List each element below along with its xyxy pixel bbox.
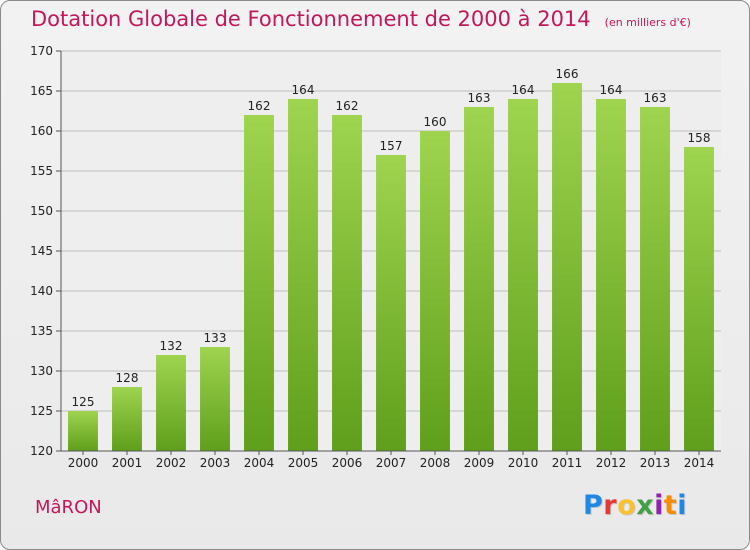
- x-tick-label: 2005: [288, 456, 319, 470]
- bar-2002: [156, 355, 186, 451]
- x-tick-label: 2011: [552, 456, 583, 470]
- bar-2009: [464, 107, 494, 451]
- bar-value-label: 162: [336, 99, 359, 113]
- proxiti-logo: Proxiti: [583, 490, 687, 521]
- bar-value-label: 132: [160, 339, 183, 353]
- bar-value-label: 164: [292, 83, 315, 97]
- chart-title: Dotation Globale de Fonctionnement de 20…: [31, 7, 691, 31]
- bar-value-label: 164: [512, 83, 535, 97]
- bar-value-label: 162: [248, 99, 271, 113]
- bar-value-label: 157: [380, 139, 403, 153]
- bar-2012: [596, 99, 626, 451]
- x-tick-label: 2012: [596, 456, 627, 470]
- bar-2006: [332, 115, 362, 451]
- x-tick-label: 2007: [376, 456, 407, 470]
- x-tick-label: 2010: [508, 456, 539, 470]
- y-tick-label: 155: [30, 164, 53, 178]
- chart-subtitle: (en milliers d'€): [604, 16, 691, 29]
- bar-value-label: 128: [116, 371, 139, 385]
- logo-letter: o: [617, 490, 637, 521]
- bar-2014: [684, 147, 714, 451]
- logo-letter: P: [583, 490, 604, 521]
- bar-2011: [552, 83, 582, 451]
- bar-2001: [112, 387, 142, 451]
- logo-letter: t: [663, 490, 678, 521]
- y-tick-label: 135: [30, 324, 53, 338]
- y-tick-label: 150: [30, 204, 53, 218]
- x-tick-label: 2002: [156, 456, 187, 470]
- y-tick-label: 125: [30, 404, 53, 418]
- bar-value-label: 158: [688, 131, 711, 145]
- logo-letter: i: [654, 490, 664, 521]
- chart-title-text: Dotation Globale de Fonctionnement de 20…: [31, 7, 591, 31]
- x-tick-label: 2008: [420, 456, 451, 470]
- bar-2007: [376, 155, 406, 451]
- x-tick-label: 2013: [640, 456, 671, 470]
- bar-value-label: 163: [468, 91, 491, 105]
- bar-value-label: 163: [644, 91, 667, 105]
- y-tick-label: 145: [30, 244, 53, 258]
- y-tick-label: 120: [30, 444, 53, 458]
- x-tick-label: 2006: [332, 456, 363, 470]
- bar-value-label: 160: [424, 115, 447, 129]
- bar-2005: [288, 99, 318, 451]
- x-tick-label: 2001: [112, 456, 143, 470]
- x-tick-label: 2009: [464, 456, 495, 470]
- x-tick-label: 2003: [200, 456, 231, 470]
- labels: 120 125 130 135 140 145 150 155 160 165 170 125 2000…: [30, 44, 714, 470]
- bar-2008: [420, 131, 450, 451]
- bar-value-label: 125: [72, 395, 95, 409]
- x-tick-label: 2000: [68, 456, 99, 470]
- commune-name: MâRON: [35, 497, 102, 518]
- bar-value-label: 164: [600, 83, 623, 97]
- y-tick-label: 170: [30, 44, 53, 58]
- y-tick-label: 165: [30, 84, 53, 98]
- bars: [68, 83, 714, 451]
- x-tick-label: 2004: [244, 456, 275, 470]
- bar-2000: [68, 411, 98, 451]
- logo-letter: x: [636, 490, 655, 521]
- y-tick-label: 130: [30, 364, 53, 378]
- bar-2003: [200, 347, 230, 451]
- bar-value-label: 166: [556, 67, 579, 81]
- bar-value-label: 133: [204, 331, 227, 345]
- bar-2013: [640, 107, 670, 451]
- bar-2010: [508, 99, 538, 451]
- logo-letter: r: [603, 490, 618, 521]
- logo-letter: i: [677, 490, 688, 521]
- x-tick-label: 2014: [684, 456, 715, 470]
- bar-2004: [244, 115, 274, 451]
- axes: [56, 50, 721, 455]
- y-tick-label: 160: [30, 124, 53, 138]
- y-tick-label: 140: [30, 284, 53, 298]
